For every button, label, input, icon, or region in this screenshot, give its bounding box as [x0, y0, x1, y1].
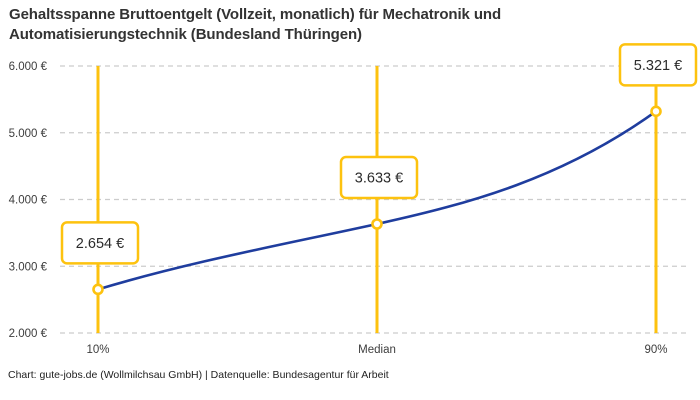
y-tick-label: 6.000 € — [9, 61, 48, 73]
chart-title-line-1: Gehaltsspanne Bruttoentgelt (Vollzeit, m… — [9, 6, 502, 23]
x-tick-label: 90% — [644, 344, 667, 356]
chart-credit: Chart: gute-jobs.de (Wollmilchsau GmbH) … — [8, 369, 389, 381]
value-label: 5.321 € — [634, 58, 682, 74]
value-label-box — [339, 155, 419, 200]
data-point-marker — [92, 283, 104, 296]
value-label-box — [60, 221, 140, 265]
y-tick-label: 3.000 € — [9, 261, 48, 273]
data-point-marker — [371, 218, 383, 230]
x-tick-label: Median — [358, 344, 396, 356]
value-label-box — [618, 43, 698, 87]
y-tick-label: 2.000 € — [9, 328, 48, 340]
chart-title: Gehaltsspanne Bruttoentgelt (Vollzeit, m… — [9, 5, 649, 45]
y-tick-label: 4.000 € — [9, 195, 48, 207]
data-point-marker — [650, 105, 662, 118]
value-label: 2.654 € — [76, 236, 124, 252]
x-tick-label: 10% — [86, 344, 109, 356]
value-label: 3.633 € — [355, 170, 403, 186]
chart-title-line-2: Automatisierungstechnik (Bundesland Thür… — [9, 26, 362, 43]
y-tick-label: 5.000 € — [9, 128, 48, 140]
